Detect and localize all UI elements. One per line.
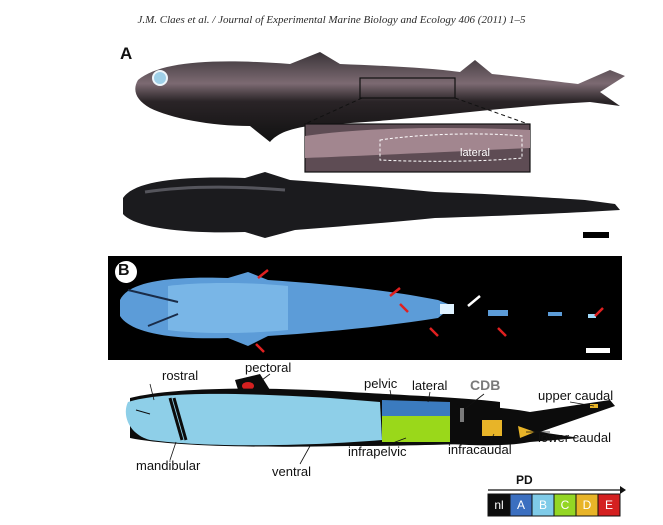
label-lateral: lateral	[412, 378, 448, 393]
label-mandibular: mandibular	[136, 458, 201, 473]
label-cdb: CDB	[470, 377, 500, 393]
legend-label-nl: nl	[494, 498, 503, 512]
legend-swatch-e	[597, 493, 621, 517]
label-infracaudal: infracaudal	[448, 442, 512, 457]
legend-label-b: B	[539, 498, 547, 512]
shark-dorsal-photo	[123, 172, 620, 238]
inset-lateral-label: lateral	[460, 147, 490, 159]
legend-color-scale: nl A B C D E	[487, 493, 621, 517]
legend-title: PD	[516, 473, 533, 487]
label-upper-caudal: upper caudal	[538, 388, 613, 403]
legend-label-d: D	[583, 498, 592, 512]
luminous-zones-diagram: rostral pectoral pelvic lateral CDB uppe…	[125, 362, 626, 517]
label-pectoral: pectoral	[245, 362, 291, 375]
pelvic-zone	[382, 416, 450, 442]
label-ventral: ventral	[272, 464, 311, 479]
scale-bar-a	[583, 232, 609, 238]
label-rostral: rostral	[162, 368, 198, 383]
inset-highlight-box	[359, 77, 456, 99]
legend-label-a: A	[517, 498, 525, 512]
legend-label-e: E	[605, 498, 613, 512]
panel-b-letter: B	[118, 262, 130, 279]
legend-label-c: C	[561, 498, 570, 512]
label-lower-caudal: lower caudal	[538, 430, 611, 445]
infracaudal-zone	[482, 420, 502, 436]
scale-bar-b	[586, 348, 610, 353]
label-pelvic: pelvic	[364, 376, 398, 391]
label-infrapelvic: infrapelvic	[348, 444, 407, 459]
shark-body-lateral	[135, 52, 626, 142]
pectoral-zone	[242, 382, 254, 390]
panel-a-letter: A	[120, 44, 133, 63]
shark-eye	[152, 70, 168, 86]
bioluminescence-photo	[108, 256, 622, 360]
lateral-zone	[382, 400, 450, 416]
shark-body-dorsal	[123, 172, 620, 238]
ventral-zone	[125, 393, 382, 446]
shark-lateral-photo	[135, 52, 626, 142]
lateral-inset: lateral	[304, 97, 531, 173]
journal-citation-header: J.M. Claes et al. / Journal of Experimen…	[137, 14, 526, 26]
